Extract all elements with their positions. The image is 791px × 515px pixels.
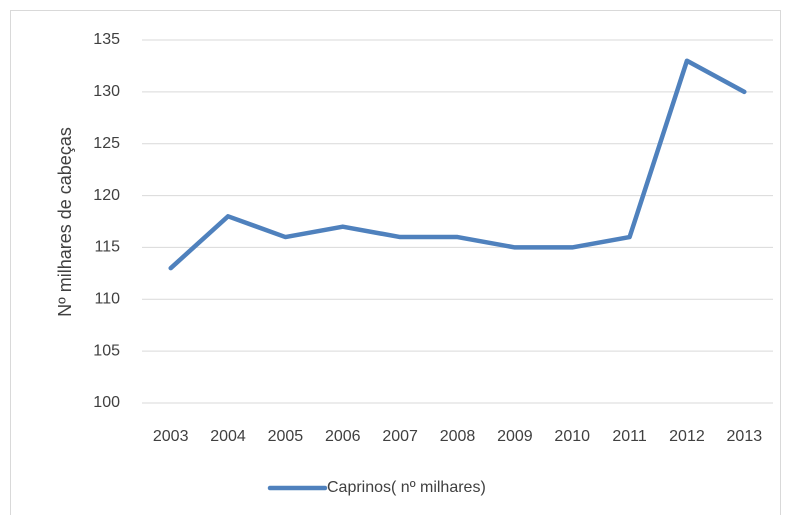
x-tick-label: 2009: [497, 428, 533, 445]
data-line: [168, 58, 747, 271]
x-tick-label: 2007: [382, 428, 418, 445]
chart-border: [10, 10, 781, 515]
x-tick-label: 2006: [325, 428, 361, 445]
x-tick-label: 2011: [612, 428, 647, 445]
y-tick-label: 100: [93, 394, 120, 411]
y-tick-label: 105: [93, 342, 120, 359]
x-tick-label: 2003: [153, 428, 189, 445]
y-tick-label: 125: [93, 135, 120, 152]
x-tick-label: 2013: [727, 428, 763, 445]
x-tick-label: 2012: [669, 428, 705, 445]
x-tick-label: 2005: [268, 428, 304, 445]
y-tick-label: 120: [93, 187, 120, 204]
x-tick-label: 2010: [554, 428, 590, 445]
y-axis-label: Nº milhares de cabeças: [55, 127, 75, 317]
x-tick-label: 2008: [440, 428, 476, 445]
legend-label: Caprinos( nº milhares): [327, 479, 486, 496]
y-tick-label: 130: [93, 83, 120, 100]
y-tick-label: 135: [93, 31, 120, 48]
y-tick-label: 115: [94, 239, 120, 256]
y-tick-label: 110: [94, 291, 120, 308]
x-tick-label: 2004: [210, 428, 246, 445]
